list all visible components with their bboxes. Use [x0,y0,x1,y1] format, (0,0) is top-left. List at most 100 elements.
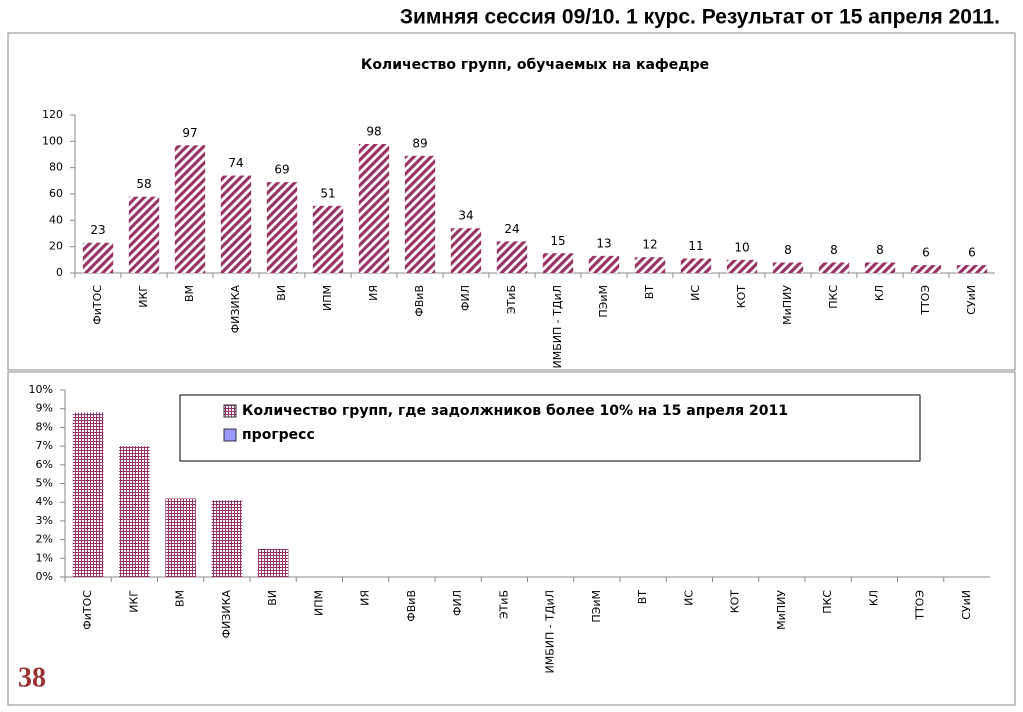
bar [726,259,758,273]
x-tick-label: ВМ [183,285,196,302]
x-tick-label: ИПМ [312,590,325,616]
y-tick-label: 80 [49,161,63,174]
bar [220,175,252,273]
legend-label: прогресс [242,427,315,443]
bar [542,253,574,273]
data-label: 8 [784,243,792,257]
x-tick-label: ВИ [266,590,279,606]
data-label: 11 [688,239,703,253]
y-tick-label: 0 [56,266,63,279]
chart-frame [7,371,1016,706]
data-label: 12 [642,238,657,252]
y-tick-label: 4% [36,495,53,508]
x-tick-label: СУиИ [965,285,978,315]
data-label: 58 [136,177,151,191]
chart-frame [7,32,1016,371]
x-tick-label: ВТ [636,590,649,605]
x-tick-label: ФИЗИКА [220,590,233,639]
x-tick-label: ИКГ [137,285,150,308]
x-tick-label: ИЯ [359,590,372,606]
x-tick-label: ПЭиМ [590,590,603,623]
x-tick-label: ПКС [827,285,840,309]
x-tick-label: ПКС [821,590,834,614]
x-tick-label: ПЭиМ [597,285,610,318]
bar [72,412,104,577]
y-tick-label: 6% [36,458,53,471]
y-tick-label: 20 [49,240,63,253]
x-tick-label: ТТОЭ [919,285,932,316]
data-label: 8 [830,243,838,257]
bar [818,262,850,273]
legend-swatch [223,404,237,418]
chart-title: Количество групп, обучаемых на кафедре [361,57,709,73]
bar [119,446,150,577]
x-tick-label: ФВиВ [405,590,418,622]
y-tick-label: 9% [36,402,53,415]
x-tick-label: ФИЛ [459,285,472,311]
bar [404,155,436,273]
data-label: 8 [876,243,884,257]
x-tick-label: МиПИУ [781,285,794,325]
y-tick-label: 7% [36,439,53,452]
x-tick-label: ИС [682,590,695,606]
bar [450,228,482,273]
x-tick-label: ИМБИП - ТДиЛ [544,590,557,673]
x-tick-label: ЭТиБ [505,285,518,314]
y-tick-label: 5% [36,477,53,490]
data-label: 98 [366,124,381,138]
legend-box [179,394,921,462]
data-label: 24 [504,222,519,236]
data-label: 89 [412,136,427,150]
bar [864,262,896,273]
x-tick-label: ЭТиБ [497,590,510,619]
bar [257,548,289,577]
data-label: 69 [274,163,289,177]
x-tick-label: ИЯ [367,285,380,301]
x-tick-label: ВМ [174,590,187,607]
bar [312,205,344,273]
x-tick-label: ВИ [275,285,288,301]
bar [165,498,196,577]
x-tick-label: ФиТОС [81,590,94,630]
y-tick-label: 3% [36,514,53,527]
data-label: 6 [968,246,976,260]
x-tick-label: ФиТОС [91,285,104,325]
x-tick-label: МиПИУ [775,590,788,630]
y-tick-label: 60 [49,187,63,200]
data-label: 34 [458,209,473,223]
legend-label: Количество групп, где задолжников более … [242,403,788,419]
y-tick-label: 0% [36,570,53,583]
bar [680,258,712,273]
x-tick-label: ФИЗИКА [229,285,242,334]
bar [211,500,243,577]
y-tick-label: 100 [42,134,63,147]
x-tick-label: КЛ [873,285,886,301]
data-label: 6 [922,246,930,260]
bar [956,265,988,273]
x-tick-label: ИС [689,285,702,301]
y-tick-label: 8% [36,420,53,433]
x-tick-label: КОТ [729,590,742,613]
bar [82,242,114,273]
x-tick-label: КОТ [735,285,748,308]
x-tick-label: ВТ [643,285,656,300]
data-label: 13 [596,236,611,250]
x-tick-label: ИКГ [127,590,140,613]
bar [266,182,298,273]
page-number: 38 [18,662,46,693]
bar [128,196,160,273]
x-tick-label: ИПМ [321,285,334,311]
x-tick-label: КЛ [867,590,880,606]
data-label: 97 [182,126,197,140]
x-tick-label: ИМБИП - ТДиЛ [551,285,564,368]
y-tick-label: 120 [42,108,63,121]
data-label: 15 [550,234,565,248]
y-tick-label: 1% [36,551,53,564]
data-label: 74 [228,156,243,170]
y-tick-label: 10% [29,383,53,396]
data-label: 51 [320,186,335,200]
data-label: 10 [734,240,749,254]
y-tick-label: 40 [49,213,63,226]
bar [634,257,666,273]
